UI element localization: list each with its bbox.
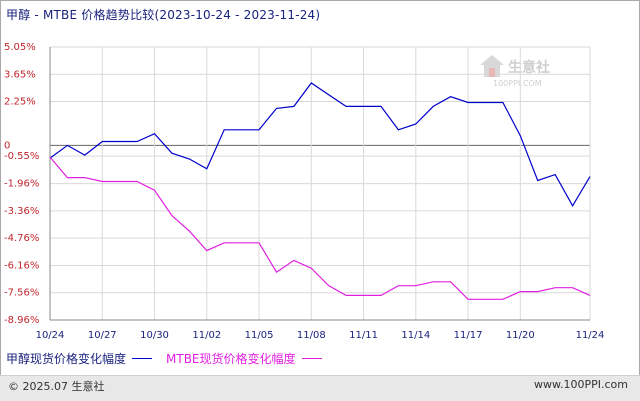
- copyright-text: © 2025.07 生意社: [8, 380, 105, 393]
- x-tick-label: 11/20: [506, 330, 535, 341]
- y-tick-labels: 5.05% 3.65% 2.25% 0-0.55% -1.96% -3.36% -4.76%…: [4, 42, 39, 326]
- y-tick-label: -0.55%: [4, 151, 39, 162]
- chart-title: 甲醇 - MTBE 价格趋势比较(2023-10-24 - 2023-11-24…: [6, 8, 321, 22]
- axes: [49, 47, 590, 321]
- x-tick-label: 10/30: [140, 330, 169, 341]
- series-line-methanol: [49, 82, 591, 208]
- x-tick-label: 11/08: [297, 330, 326, 341]
- series-line-mtbe: [49, 156, 591, 300]
- y-tick-label: 2.25%: [4, 97, 36, 108]
- y-tick-label: 0: [4, 140, 10, 151]
- x-tick-label: 11/11: [349, 330, 378, 341]
- series-lines: [49, 82, 591, 300]
- x-tick-label: 11/05: [245, 330, 274, 341]
- watermark-url: 100PPI.COM: [493, 79, 542, 88]
- y-tick-label: 3.65%: [4, 69, 36, 80]
- door-icon: [489, 68, 495, 77]
- watermark-name: 生意社: [508, 59, 550, 76]
- y-tick-label: -1.96%: [4, 179, 39, 190]
- x-tick-label: 11/02: [192, 330, 221, 341]
- x-tick-label: 10/27: [88, 330, 117, 341]
- y-tick-label: -6.16%: [4, 260, 39, 271]
- x-tick-label: 11/17: [454, 330, 483, 341]
- y-tick-label: -3.36%: [4, 206, 39, 217]
- legend-item-mtbe: MTBE现货价格变化幅度: [166, 350, 322, 367]
- y-tick-label: 5.05%: [4, 42, 36, 53]
- legend-swatch-mtbe: [301, 358, 322, 359]
- x-tick-label: 11/24: [576, 330, 605, 341]
- x-tick-label: 11/14: [401, 330, 430, 341]
- footer-bar: [0, 375, 640, 401]
- y-tick-label: -7.56%: [4, 288, 39, 299]
- site-url: www.100PPI.com: [534, 378, 628, 391]
- y-tick-label: -8.96%: [4, 315, 39, 326]
- legend-label-methanol: 甲醇现货价格变化幅度: [6, 352, 127, 366]
- house-icon: [480, 55, 504, 77]
- legend: 甲醇现货价格变化幅度 MTBE现货价格变化幅度: [6, 350, 336, 367]
- y-tick-label: -4.76%: [4, 233, 39, 244]
- x-tick-label: 10/24: [36, 330, 65, 341]
- legend-swatch-methanol: [132, 358, 153, 359]
- legend-label-mtbe: MTBE现货价格变化幅度: [166, 352, 296, 366]
- watermark-logo: 生意社 100PPI.COM: [480, 55, 550, 88]
- x-tick-labels: 10/24 10/27 10/30 11/02 11/05 11/08 11/11 11/14…: [36, 330, 605, 341]
- legend-item-methanol: 甲醇现货价格变化幅度: [6, 350, 153, 367]
